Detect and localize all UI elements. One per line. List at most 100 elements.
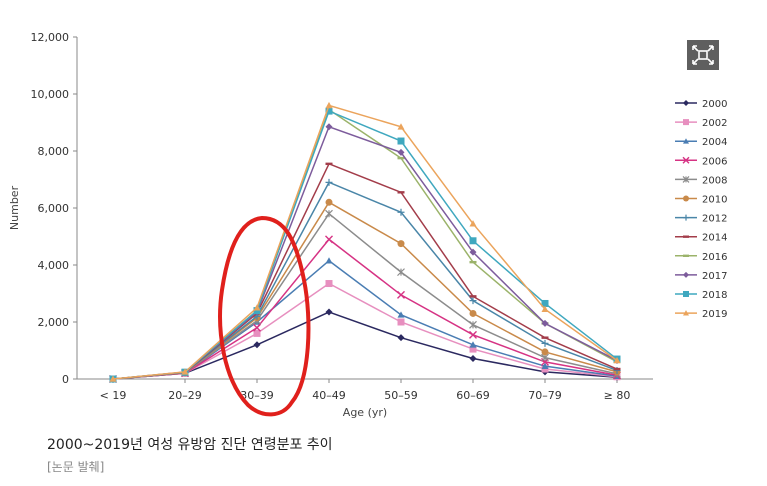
y-tick-label: 4,000 bbox=[38, 259, 70, 272]
data-point bbox=[541, 348, 549, 356]
data-point bbox=[253, 329, 261, 337]
data-point bbox=[469, 320, 477, 329]
legend-label: 2018 bbox=[702, 290, 727, 301]
data-point bbox=[397, 268, 405, 277]
series-line bbox=[112, 311, 618, 380]
data-point bbox=[541, 299, 549, 307]
expand-button[interactable] bbox=[687, 40, 719, 70]
series-line bbox=[112, 212, 618, 380]
data-point bbox=[325, 235, 333, 244]
series-line bbox=[112, 282, 618, 380]
x-tick-label: 50–59 bbox=[384, 389, 418, 402]
series-line bbox=[112, 201, 618, 380]
legend-item: 2019 bbox=[675, 309, 727, 320]
axes: 0 2,000 4,000 6,000 8,000 10,000 12,000 < 19 20–… bbox=[31, 31, 653, 402]
data-point bbox=[469, 341, 477, 348]
data-point bbox=[253, 307, 261, 315]
x-tick-label: 40–49 bbox=[312, 389, 346, 402]
data-point bbox=[181, 368, 189, 375]
data-point bbox=[683, 195, 689, 202]
legend-item: 2008 bbox=[675, 175, 727, 186]
legend-label: 2004 bbox=[702, 137, 727, 148]
data-point bbox=[469, 248, 477, 256]
data-point bbox=[397, 208, 405, 216]
legend-item: 2012 bbox=[675, 214, 727, 225]
legend-label: 2008 bbox=[702, 175, 727, 186]
legend-item: 2004 bbox=[675, 137, 727, 148]
data-point bbox=[325, 107, 333, 115]
data-point bbox=[682, 175, 690, 183]
legend-item: 2010 bbox=[675, 195, 727, 206]
red-ellipse-annotation bbox=[218, 215, 311, 417]
data-point bbox=[325, 209, 333, 218]
x-tick-label: 20–29 bbox=[168, 389, 202, 402]
y-tick-label: 12,000 bbox=[31, 31, 70, 44]
series-2016 bbox=[109, 108, 621, 381]
legend-item: 2014 bbox=[675, 233, 727, 244]
data-point bbox=[109, 375, 117, 382]
series-line bbox=[112, 104, 618, 380]
legend-label: 2014 bbox=[702, 233, 727, 244]
legend-item: 2016 bbox=[675, 252, 727, 263]
series-2008 bbox=[109, 209, 621, 383]
data-point bbox=[683, 254, 689, 257]
legend-item: 2006 bbox=[675, 156, 727, 167]
series-line bbox=[112, 238, 618, 380]
data-point bbox=[397, 137, 405, 145]
expand-icon bbox=[692, 45, 714, 65]
data-point bbox=[397, 148, 405, 156]
data-point bbox=[683, 100, 689, 106]
data-point bbox=[683, 271, 689, 278]
data-point bbox=[397, 123, 405, 130]
data-point bbox=[253, 341, 261, 349]
series-2014 bbox=[109, 162, 621, 381]
data-point bbox=[325, 123, 333, 131]
figure-caption: 2000~2019년 여성 유방암 진단 연령분포 추이 bbox=[47, 437, 333, 453]
data-point bbox=[397, 334, 405, 342]
data-point bbox=[325, 178, 333, 186]
data-point bbox=[683, 235, 689, 238]
data-point bbox=[253, 323, 261, 332]
legend: 2000 2002 2004 2006 2008 2010 2012 2014 2016 2017… bbox=[675, 99, 727, 320]
data-point bbox=[325, 257, 333, 264]
data-point bbox=[469, 220, 477, 227]
y-tick-label: 2,000 bbox=[38, 316, 70, 329]
series-2010 bbox=[109, 198, 621, 383]
legend-label: 2016 bbox=[702, 252, 727, 263]
x-tick-label: ≥ 80 bbox=[604, 389, 631, 402]
data-point bbox=[469, 330, 477, 339]
data-point bbox=[541, 339, 549, 347]
y-axis-label: Number bbox=[8, 185, 21, 230]
legend-label: 2000 bbox=[702, 99, 727, 110]
legend-label: 2017 bbox=[702, 271, 727, 282]
data-point bbox=[541, 336, 549, 339]
data-point bbox=[541, 362, 549, 369]
data-point bbox=[613, 356, 621, 364]
data-point bbox=[397, 311, 405, 318]
x-tick-label: 30–39 bbox=[240, 389, 274, 402]
x-tick-label: < 19 bbox=[100, 389, 127, 402]
legend-label: 2019 bbox=[702, 309, 727, 320]
y-tick-label: 8,000 bbox=[38, 145, 70, 158]
legend-label: 2006 bbox=[702, 156, 727, 167]
data-point bbox=[325, 280, 333, 288]
data-point bbox=[325, 308, 333, 316]
data-point bbox=[397, 240, 405, 248]
y-tick-label: 0 bbox=[62, 373, 69, 386]
data-point bbox=[397, 156, 405, 160]
data-point bbox=[469, 354, 477, 362]
legend-label: 2010 bbox=[702, 195, 727, 206]
data-point bbox=[397, 191, 405, 194]
series-lines bbox=[109, 101, 621, 383]
data-point bbox=[325, 162, 333, 166]
data-point bbox=[683, 119, 689, 126]
data-point bbox=[469, 260, 477, 264]
legend-item: 2018 bbox=[675, 290, 727, 301]
data-point bbox=[469, 295, 477, 298]
data-point bbox=[541, 305, 549, 312]
legend-item: 2002 bbox=[675, 118, 727, 129]
data-point bbox=[469, 345, 477, 353]
x-axis-label: Age (yr) bbox=[343, 406, 387, 419]
series-line bbox=[112, 162, 618, 380]
